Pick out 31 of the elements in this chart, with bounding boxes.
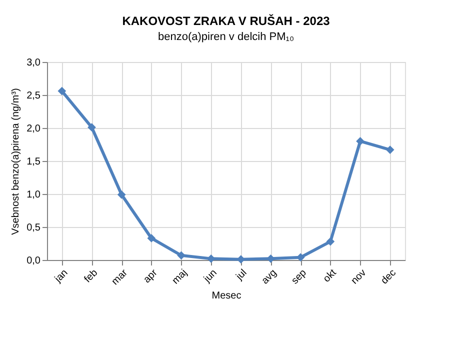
y-tick-label: 0,0	[26, 256, 41, 266]
x-tick-label: okt	[321, 267, 339, 285]
chart-title: KAKOVOST ZRAKA V RUŠAH - 2023	[122, 14, 330, 28]
x-tick-label: sep	[290, 267, 310, 287]
x-tick-label: avg	[260, 268, 280, 287]
y-tick-label: 3,0	[26, 58, 41, 68]
x-tick-label: jul	[234, 268, 250, 284]
x-tick-label: jun	[201, 268, 220, 286]
x-tick-label: maj	[170, 268, 190, 287]
y-tick-label: 0,5	[26, 222, 41, 234]
point	[147, 234, 156, 242]
point	[356, 137, 364, 146]
y-tick-label: 1,0	[26, 190, 41, 200]
x-tick-label: apr	[142, 267, 160, 286]
x-tick-label: jan	[52, 268, 70, 286]
x-tick-label: nov	[349, 268, 369, 287]
y-axis-title: Vsebnost benzo(a)pirena (ng/m³)	[10, 88, 22, 235]
point	[117, 190, 126, 199]
x-axis-title: Mesec	[212, 290, 242, 302]
chart-subtitle: benzo(a)piren v delcih PM₁₀	[158, 31, 294, 43]
point	[58, 86, 66, 96]
x-tick-label: feb	[82, 267, 100, 286]
point	[88, 123, 96, 132]
x-tick-label: dec	[379, 268, 398, 287]
y-tick-label: 1,5	[26, 156, 41, 168]
point	[177, 251, 186, 260]
y-tick-label: 2,0	[26, 124, 41, 134]
x-tick-label: mar	[110, 267, 130, 288]
point	[326, 237, 335, 246]
y-tick-label: 2,5	[26, 90, 41, 102]
point	[386, 146, 394, 154]
